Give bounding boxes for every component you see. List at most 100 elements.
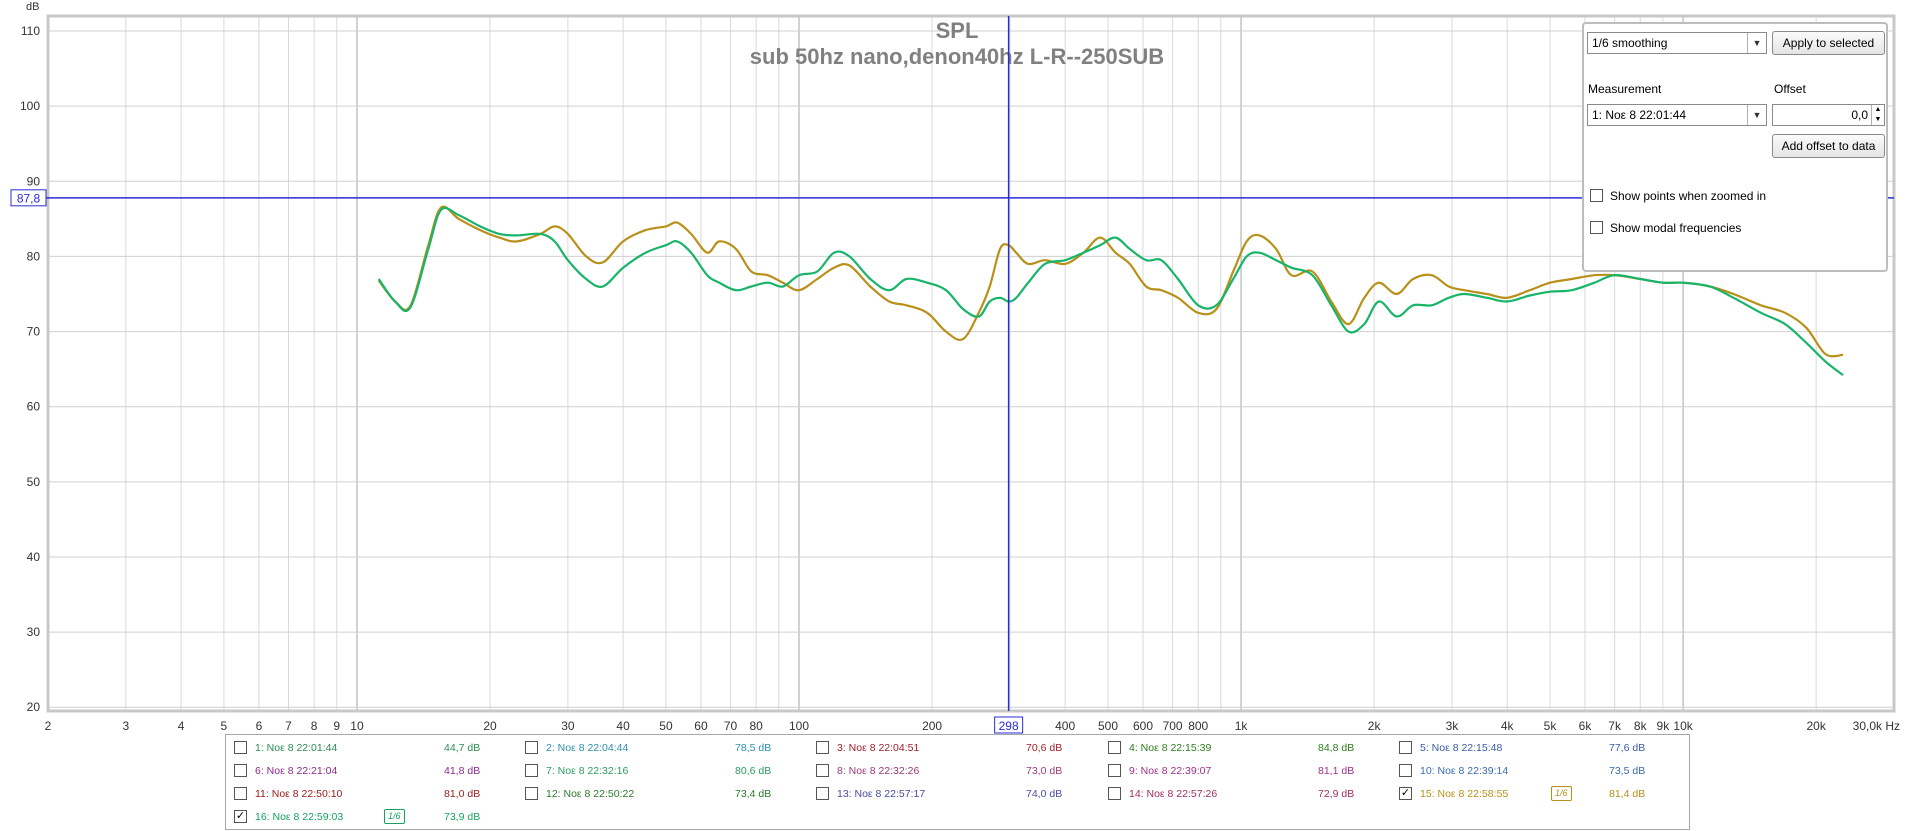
offset-input[interactable]: 0,0 ▲ ▼	[1772, 104, 1885, 126]
chevron-down-icon[interactable]: ▼	[1747, 105, 1766, 125]
x-tick-label: 7k	[1608, 719, 1622, 733]
minor-grid	[47, 16, 1895, 711]
legend-checkbox[interactable]	[1399, 764, 1412, 777]
plot-frame	[46, 14, 1896, 713]
spinner-arrows-icon[interactable]: ▲ ▼	[1871, 105, 1884, 125]
x-tick-label: 5k	[1544, 719, 1558, 733]
controls-panel: 1/6 smoothing ▼ Apply to selected Measur…	[1582, 22, 1888, 272]
x-tick-label: 4	[178, 719, 185, 733]
x-tick-label: 1k	[1235, 719, 1249, 733]
chevron-down-icon[interactable]: ▼	[1747, 33, 1766, 53]
legend-checkbox[interactable]	[816, 741, 829, 754]
show-modal-checkbox[interactable]	[1590, 221, 1603, 234]
legend-level-value: 77,6 dB	[1609, 742, 1646, 754]
legend-measurement-name: 7: Νοε 8 22:32:16	[546, 765, 629, 777]
y-tick-label: 40	[27, 550, 41, 564]
legend-level-value: 73,5 dB	[1609, 765, 1646, 777]
legend-measurement-name: 10: Νοε 8 22:39:14	[1420, 765, 1509, 777]
y-tick-label: 80	[27, 249, 41, 263]
legend-checkbox[interactable]	[816, 764, 829, 777]
cursor-x-readout: 298	[999, 719, 1019, 733]
x-tick-label: 9	[333, 719, 340, 733]
y-axis-ticks: 110 100 90 80 70 60 50 40 30 20	[20, 24, 40, 714]
x-tick-label: 200	[922, 719, 942, 733]
legend-measurement-name: 12: Νοε 8 22:50:22	[546, 788, 635, 800]
x-tick-label: 3k	[1446, 719, 1460, 733]
legend-item[interactable]: 10: Νοε 8 22:39:14 73,5 dB	[1399, 762, 1679, 780]
y-tick-label: 100	[20, 99, 40, 113]
legend-checkbox[interactable]	[1108, 764, 1121, 777]
legend-item[interactable]: 12: Νοε 8 22:50:22 73,4 dB	[525, 785, 805, 803]
legend-checkbox[interactable]: ✓	[1399, 787, 1412, 800]
x-tick-label: 2k	[1368, 719, 1382, 733]
legend-item[interactable]: 4: Νοε 8 22:15:39 84,8 dB	[1108, 739, 1388, 757]
legend-item[interactable]: 13: Νοε 8 22:57:17 74,0 dB	[816, 785, 1096, 803]
y-axis-label: dB	[26, 1, 39, 13]
legend-measurement-name: 5: Νοε 8 22:15:48	[1420, 742, 1503, 754]
legend-checkbox[interactable]	[234, 764, 247, 777]
legend-item[interactable]: 1: Νοε 8 22:01:44 44,7 dB	[234, 739, 514, 757]
y-tick-label: 20	[27, 700, 41, 714]
legend-checkbox[interactable]	[816, 787, 829, 800]
legend-item[interactable]: 3: Νοε 8 22:04:51 70,6 dB	[816, 739, 1096, 757]
legend-measurement-name: 6: Νοε 8 22:21:04	[255, 765, 338, 777]
y-tick-label: 50	[27, 475, 41, 489]
legend-item[interactable]: 9: Νοε 8 22:39:07 81,1 dB	[1108, 762, 1388, 780]
measurement-select[interactable]: 1: Νοε 8 22:01:44 ▼	[1587, 104, 1767, 126]
legend-level-value: 73,9 dB	[444, 811, 481, 823]
x-tick-label: 5	[221, 719, 228, 733]
legend-checkbox[interactable]	[234, 741, 247, 754]
legend-item[interactable]: 2: Νοε 8 22:04:44 78,5 dB	[525, 739, 805, 757]
legend-item[interactable]: 8: Νοε 8 22:32:26 73,0 dB	[816, 762, 1096, 780]
x-tick-label: 60	[694, 719, 708, 733]
x-tick-label: 3	[122, 719, 129, 733]
legend-checkbox[interactable]	[234, 787, 247, 800]
legend-checkbox[interactable]	[525, 787, 538, 800]
legend-measurement-name: 1: Νοε 8 22:01:44	[255, 742, 338, 754]
legend-checkbox[interactable]	[1108, 787, 1121, 800]
x-tick-label: 20k	[1806, 719, 1826, 733]
smoothing-indicator: 1/6	[1551, 786, 1572, 801]
series-group	[377, 205, 1844, 376]
legend-item[interactable]: ✓ 16: Νοε 8 22:59:03 1/6 73,9 dB	[234, 808, 514, 826]
smoothing-select-value: 1/6 smoothing	[1592, 36, 1668, 50]
x-tick-label: 20	[483, 719, 497, 733]
show-points-checkbox[interactable]	[1590, 189, 1603, 202]
smoothing-select[interactable]: 1/6 smoothing ▼	[1587, 32, 1767, 54]
y-tick-label: 60	[27, 400, 41, 414]
legend-measurement-name: 11: Νοε 8 22:50:10	[255, 788, 343, 800]
add-offset-button[interactable]: Add offset to data	[1772, 134, 1885, 158]
legend-checkbox[interactable]	[1399, 741, 1412, 754]
legend-checkbox[interactable]	[1108, 741, 1121, 754]
x-tick-label: 500	[1098, 719, 1118, 733]
smoothing-indicator: 1/6	[384, 809, 405, 824]
x-tick-label: 100	[789, 719, 809, 733]
legend-item[interactable]: 11: Νοε 8 22:50:10 81,0 dB	[234, 785, 514, 803]
legend-level-value: 81,0 dB	[444, 788, 481, 800]
x-tick-label: 7	[285, 719, 292, 733]
offset-label: Offset	[1774, 82, 1806, 96]
measurement-legend: 1: Νοε 8 22:01:44 44,7 dB 2: Νοε 8 22:04:4…	[225, 734, 1690, 830]
legend-level-value: 84,8 dB	[1318, 742, 1355, 754]
legend-measurement-name: 8: Νοε 8 22:32:26	[837, 765, 920, 777]
x-tick-label: 700	[1163, 719, 1183, 733]
legend-measurement-name: 4: Νοε 8 22:15:39	[1129, 742, 1212, 754]
legend-checkbox[interactable]: ✓	[234, 810, 247, 823]
legend-item[interactable]: 7: Νοε 8 22:32:16 80,6 dB	[525, 762, 805, 780]
y-tick-label: 30	[27, 625, 41, 639]
legend-item[interactable]: 5: Νοε 8 22:15:48 77,6 dB	[1399, 739, 1679, 757]
series-line-2	[377, 206, 1844, 376]
legend-item[interactable]: 6: Νοε 8 22:21:04 41,8 dB	[234, 762, 514, 780]
legend-checkbox[interactable]	[525, 764, 538, 777]
x-tick-label: 4k	[1501, 719, 1515, 733]
legend-level-value: 78,5 dB	[735, 742, 772, 754]
apply-to-selected-button[interactable]: Apply to selected	[1772, 31, 1885, 55]
x-tick-label: 40	[616, 719, 630, 733]
cursor-y-readout: 87,8	[17, 191, 41, 205]
legend-level-value: 70,6 dB	[1026, 742, 1063, 754]
legend-item[interactable]: 14: Νοε 8 22:57:26 72,9 dB	[1108, 785, 1388, 803]
cursor[interactable]: 87,8 298	[10, 16, 1894, 734]
legend-checkbox[interactable]	[525, 741, 538, 754]
x-tick-label: 80	[749, 719, 763, 733]
legend-item[interactable]: ✓ 15: Νοε 8 22:58:55 1/6 81,4 dB	[1399, 785, 1679, 803]
